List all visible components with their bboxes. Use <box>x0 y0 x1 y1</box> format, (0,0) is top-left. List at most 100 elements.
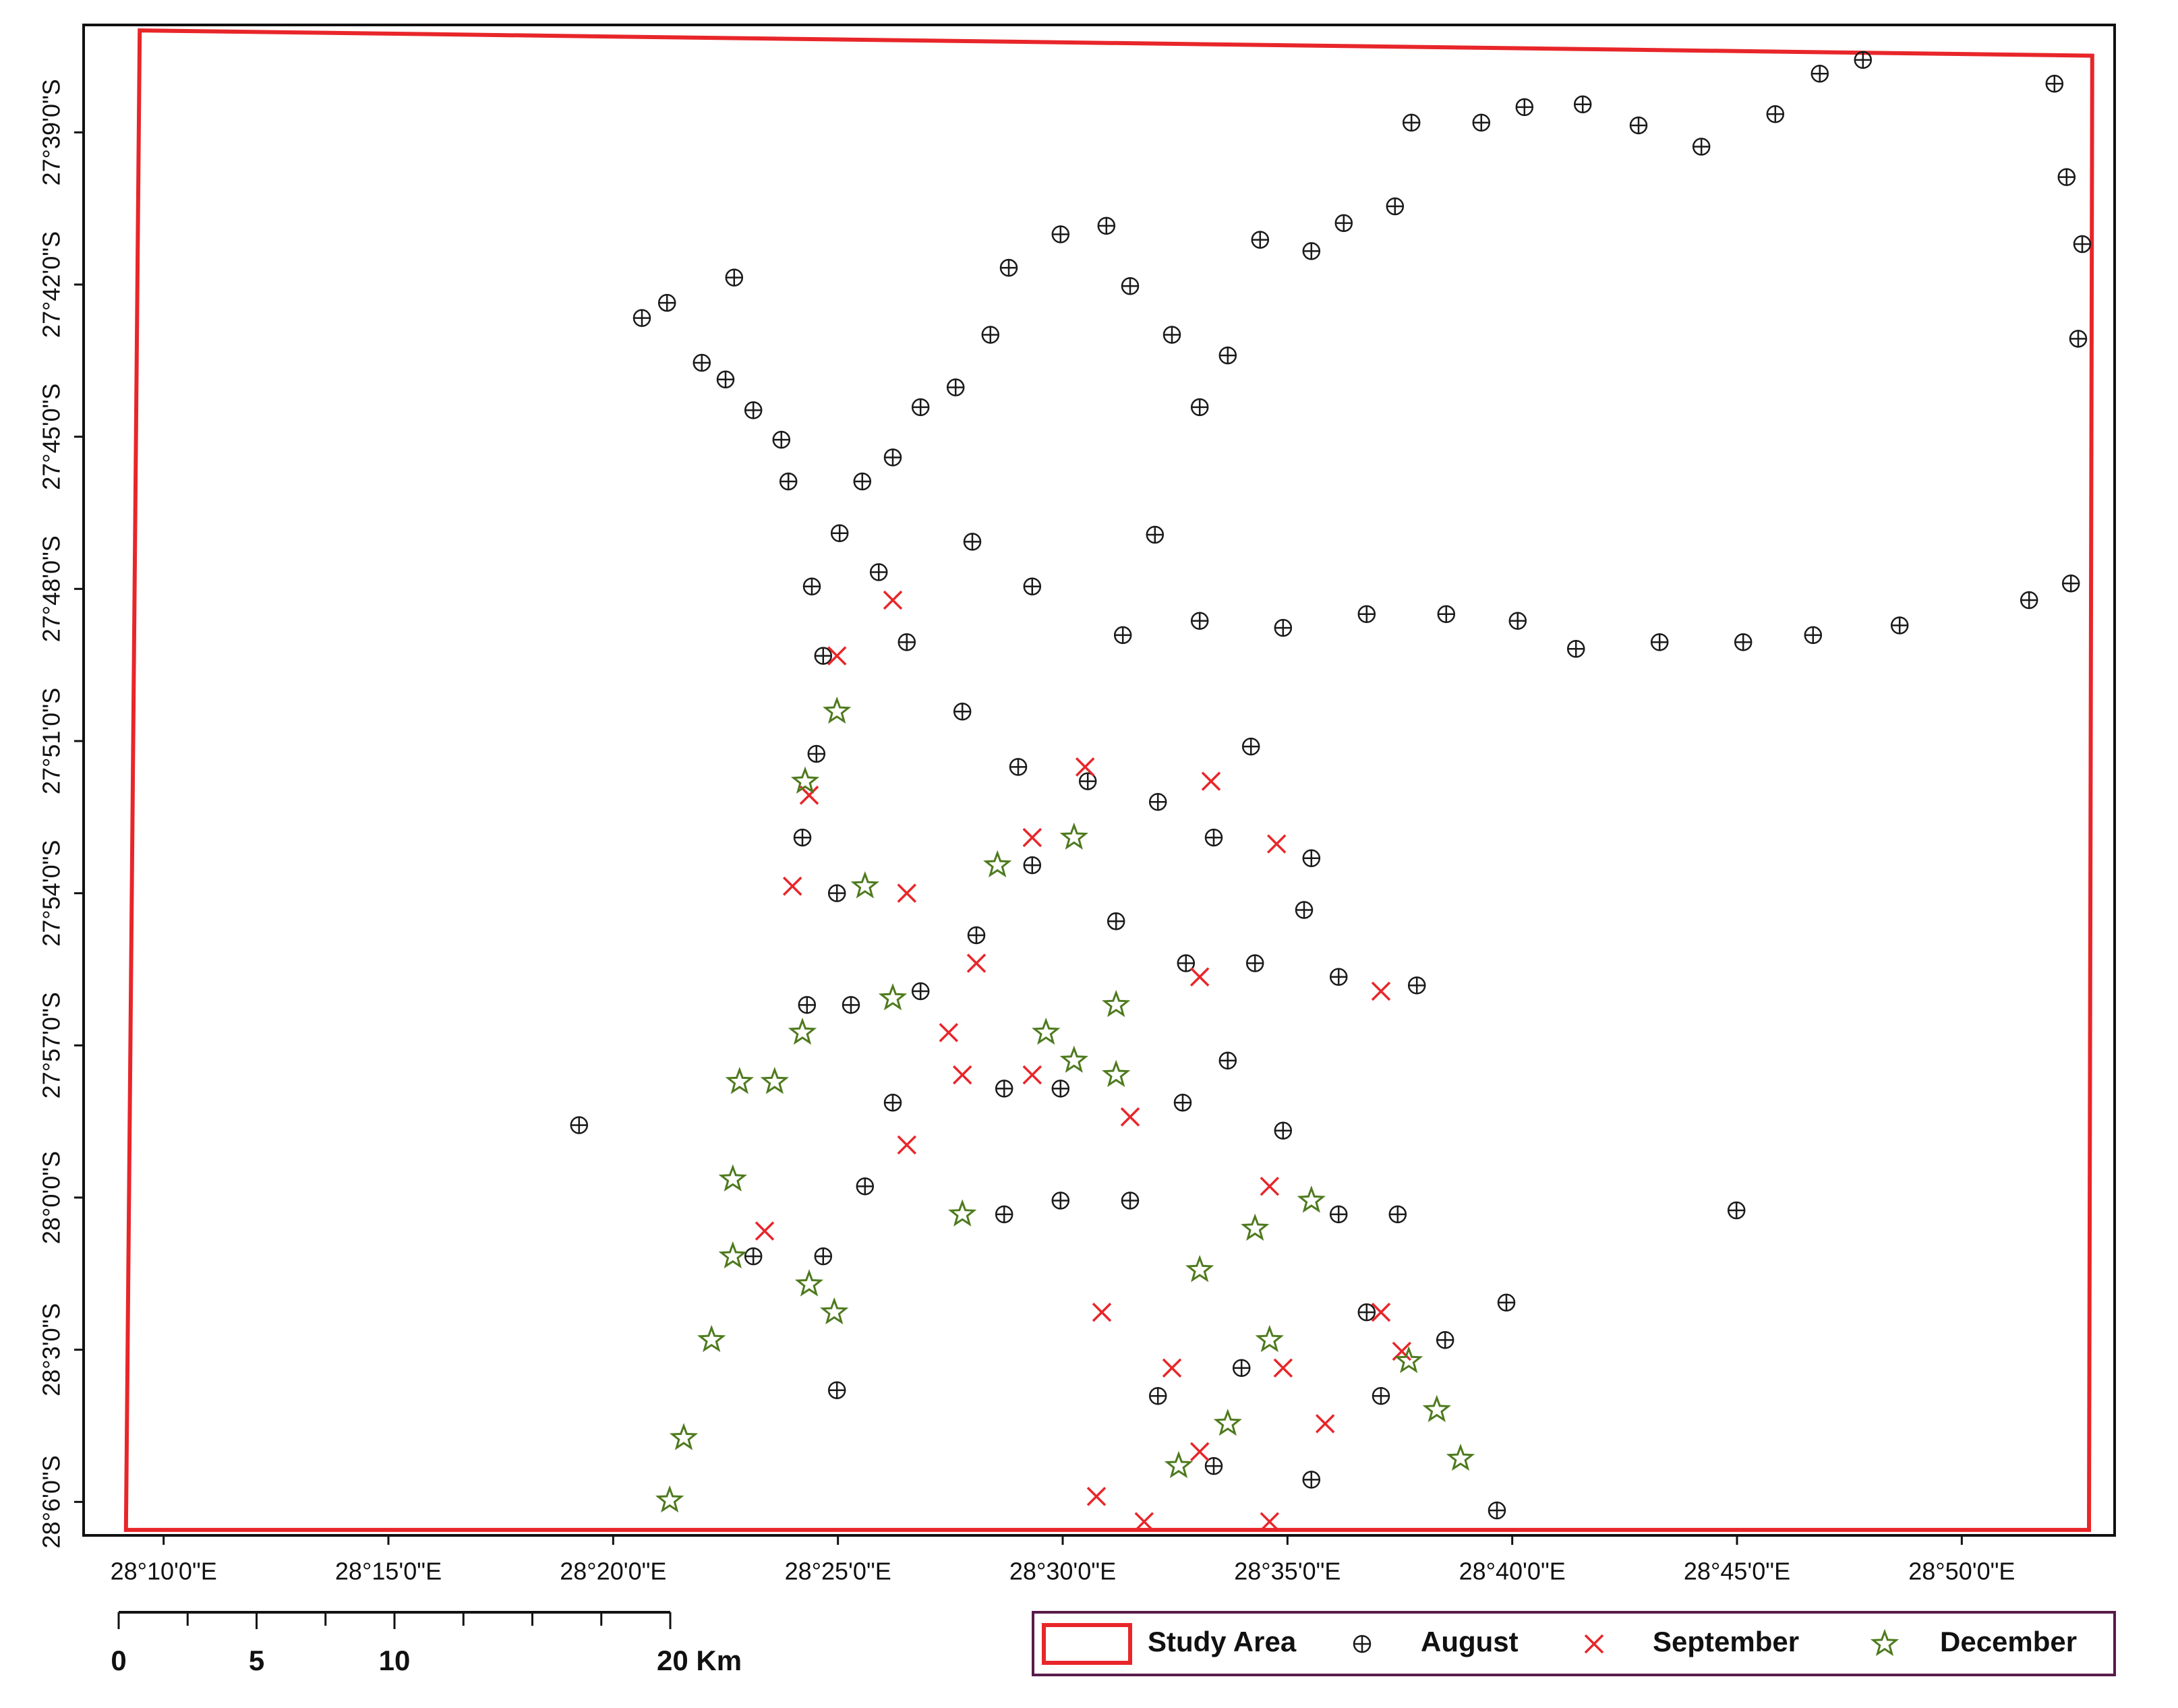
marker-star <box>1059 1045 1088 1073</box>
marker-cross <box>1024 857 1040 874</box>
point <box>725 268 744 287</box>
marker-cross <box>1891 617 1908 634</box>
point <box>1315 1414 1335 1434</box>
point <box>1177 954 1196 972</box>
point <box>1086 1486 1107 1506</box>
point <box>1573 95 1592 114</box>
point <box>1388 1205 1407 1224</box>
point <box>820 1297 849 1325</box>
marker-cross <box>885 449 901 466</box>
marker-cross <box>1122 1192 1138 1209</box>
point <box>1059 822 1088 850</box>
point <box>1386 197 1405 216</box>
marker-x <box>1315 1414 1335 1434</box>
marker-cross <box>964 533 980 550</box>
point <box>1446 1444 1475 1471</box>
series <box>755 590 1412 1531</box>
point <box>1201 771 1221 791</box>
point <box>883 448 902 467</box>
marker-cross <box>1651 634 1668 651</box>
marker-cross <box>1206 1458 1222 1475</box>
marker-cross <box>1274 1122 1291 1139</box>
point <box>744 401 763 419</box>
marker-star <box>1032 1018 1061 1045</box>
point <box>1148 793 1167 811</box>
point <box>799 786 819 805</box>
point <box>1437 605 1456 624</box>
marker-star <box>697 1324 726 1353</box>
point <box>869 563 888 581</box>
marker-cross <box>794 829 811 846</box>
point <box>1497 1293 1516 1312</box>
point <box>814 647 833 665</box>
point <box>1302 1471 1321 1489</box>
point <box>1204 1456 1223 1475</box>
marker-star <box>1870 1628 1900 1657</box>
point <box>1302 242 1321 260</box>
marker-cross <box>1052 226 1069 243</box>
point <box>1402 113 1421 132</box>
marker-x <box>1134 1512 1154 1531</box>
marker-cross <box>1052 1080 1069 1097</box>
point <box>897 633 916 651</box>
marker-cross <box>1150 794 1167 811</box>
marker-cross <box>1409 977 1425 994</box>
point <box>1075 757 1095 777</box>
marker-cross <box>1574 96 1591 113</box>
point <box>1232 1359 1251 1378</box>
point <box>967 926 986 945</box>
marker-cross <box>2021 592 2038 609</box>
marker-star <box>1102 989 1131 1018</box>
marker-star <box>850 871 879 899</box>
legend-label: December <box>1940 1626 2077 1657</box>
point <box>1650 633 1669 651</box>
marker-cross <box>843 997 859 1013</box>
point <box>827 646 847 666</box>
point <box>1274 1121 1293 1140</box>
marker-cross <box>1247 955 1264 972</box>
point <box>1302 849 1321 868</box>
point <box>725 1067 754 1094</box>
x-tick-label: 28°50'0"E <box>1908 1558 2015 1585</box>
point <box>1273 1358 1293 1378</box>
point <box>1372 1387 1390 1405</box>
point <box>1436 1330 1454 1349</box>
point <box>794 1269 824 1297</box>
point <box>2057 168 2076 186</box>
point <box>1266 834 1287 854</box>
legend-swatch <box>1042 1623 1132 1665</box>
point <box>807 744 826 763</box>
marker-cross <box>1206 829 1222 846</box>
point <box>856 1177 875 1196</box>
point <box>788 1018 817 1045</box>
point <box>1251 231 1270 249</box>
legend-label: August <box>1421 1626 1519 1657</box>
marker-star <box>669 1423 699 1450</box>
point <box>1260 1512 1280 1531</box>
marker-cross <box>1516 98 1533 115</box>
marker-cross <box>854 473 871 490</box>
marker-cross <box>773 432 790 448</box>
marker-star <box>1446 1444 1475 1471</box>
point <box>697 1324 726 1353</box>
point <box>1422 1394 1451 1423</box>
marker-cross <box>1191 399 1208 415</box>
legend-box <box>1032 1611 2116 1676</box>
marker-star <box>1059 822 1088 850</box>
point <box>1734 633 1753 651</box>
point <box>570 1116 589 1134</box>
marker-cross <box>570 1117 587 1133</box>
marker-star <box>794 1269 824 1297</box>
marker-cross <box>745 402 762 419</box>
point <box>1394 1346 1423 1374</box>
marker-cross <box>1854 51 1871 68</box>
marker-cross <box>808 745 825 762</box>
marker-cross <box>954 703 971 720</box>
point <box>1692 138 1711 156</box>
point <box>1190 612 1209 630</box>
point <box>802 577 821 595</box>
point <box>1629 116 1648 135</box>
x-tick-label: 28°25'0"E <box>785 1558 891 1585</box>
study-area <box>123 28 2094 1532</box>
